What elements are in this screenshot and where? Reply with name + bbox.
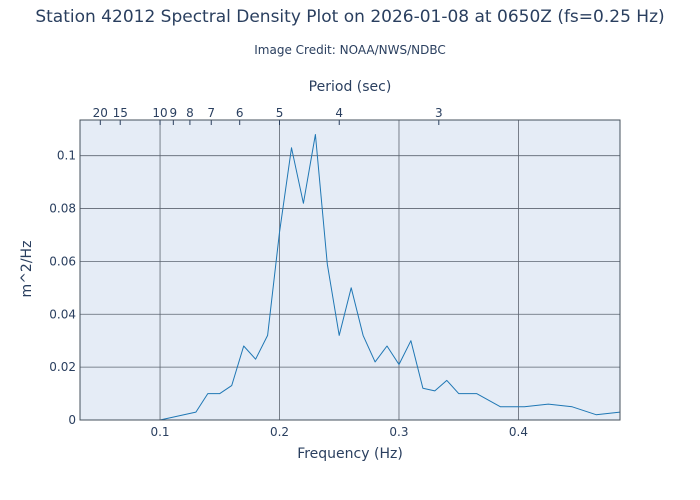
x-axis: 0.1 0.2 0.3 0.4 <box>150 425 528 439</box>
top-tick-label: 3 <box>435 106 443 120</box>
plot-background <box>80 120 620 420</box>
y-tick-label: 0.1 <box>57 149 76 163</box>
top-tick-label: 10 <box>152 106 167 120</box>
top-axis-title: Period (sec) <box>309 79 392 95</box>
y-tick-label: 0.02 <box>49 360 76 374</box>
y-tick-label: 0.04 <box>49 307 76 321</box>
plot-frame <box>79 119 621 421</box>
spectral-density-line <box>80 134 621 421</box>
top-tick-label: 15 <box>113 106 128 120</box>
top-tick-label: 8 <box>186 106 194 120</box>
y-tick-label: 0.06 <box>49 254 76 268</box>
chart-subtitle: Image Credit: NOAA/NWS/NDBC <box>254 43 445 57</box>
y-axis: 0 0.02 0.04 0.06 0.08 0.1 <box>49 149 76 427</box>
top-tick-label: 9 <box>169 106 177 120</box>
x-tick-label: 0.2 <box>270 425 289 439</box>
top-tick-label: 20 <box>93 106 108 120</box>
top-tick-label: 6 <box>236 106 244 120</box>
chart-title: Station 42012 Spectral Density Plot on 2… <box>35 7 664 27</box>
y-tick-label: 0 <box>68 413 76 427</box>
x-tick-label: 0.3 <box>389 425 408 439</box>
y-axis-title: m^2/Hz <box>19 241 35 298</box>
grid-lines <box>80 120 620 420</box>
top-tick-label: 7 <box>207 106 215 120</box>
x-tick-label: 0.4 <box>509 425 528 439</box>
top-period-axis: 20 15 10 9 8 7 6 5 4 3 <box>93 106 443 125</box>
top-tick-label: 5 <box>276 106 284 120</box>
x-tick-label: 0.1 <box>150 425 169 439</box>
x-axis-title: Frequency (Hz) <box>297 446 403 462</box>
y-tick-label: 0.08 <box>49 202 76 216</box>
top-tick-label: 4 <box>335 106 343 120</box>
